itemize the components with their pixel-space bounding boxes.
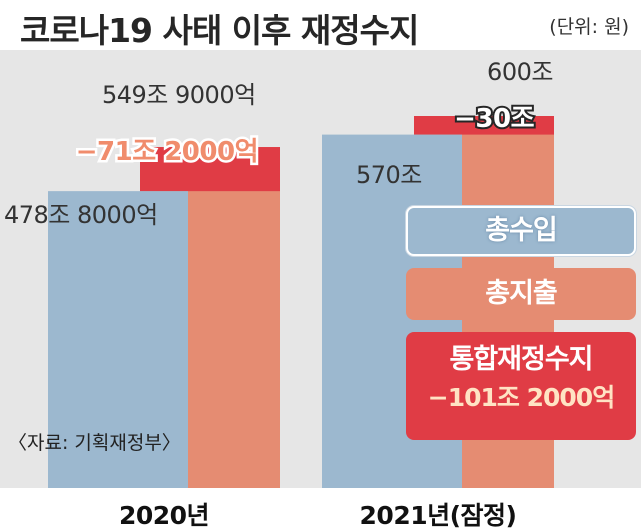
source-note: 〈자료: 기획재정부〉 (8, 432, 181, 454)
label-expense-0: 549조 9000억 (102, 81, 256, 109)
legend-revenue: 총수입 (406, 206, 636, 256)
label-deficit-1: −30조 (454, 104, 534, 134)
category-label-0: 2020년 (119, 501, 209, 530)
legend-expense: 총지출 (406, 268, 636, 320)
bar-deficit-0 (140, 147, 280, 192)
label-deficit-0: −71조 2000억 (76, 137, 258, 167)
bar-revenue-0 (48, 191, 188, 489)
bar-deficit-1 (414, 116, 554, 135)
legend-revenue-label: 총수입 (485, 215, 558, 246)
category-label-1: 2021년(잠정) (360, 501, 517, 530)
legend-balance: 통합재정수지 −101조 2000억 (406, 332, 636, 440)
legend-balance-value: −101조 2000억 (427, 383, 615, 412)
chart-title: 코로나19 사태 이후 재정수지 (20, 11, 419, 50)
header: 코로나19 사태 이후 재정수지 (단위: 원) (0, 0, 641, 50)
category-axis-band (0, 488, 641, 532)
legend-balance-label: 통합재정수지 (449, 344, 593, 375)
label-revenue-1: 570조 (356, 161, 422, 189)
unit-label: (단위: 원) (549, 16, 629, 38)
label-expense-1: 600조 (487, 58, 553, 86)
label-revenue-0: 478조 8000억 (4, 201, 158, 229)
legend-expense-label: 총지출 (485, 278, 558, 309)
